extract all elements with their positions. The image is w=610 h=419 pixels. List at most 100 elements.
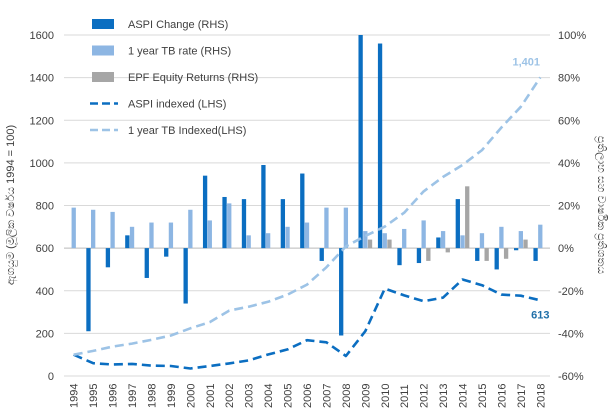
x-tick-label: 2006 (302, 384, 314, 408)
left-tick-label: 600 (36, 243, 54, 255)
bar-aspi-change-rhs (202, 175, 208, 249)
data-labels: 1,401 613 (513, 56, 550, 321)
lines (73, 76, 542, 370)
bar-epf-equity-returns-rhs (426, 248, 431, 261)
bar-1-year-tb-rate-rhs (149, 222, 154, 249)
bar-1-year-tb-rate-rhs (479, 233, 485, 249)
legend-label: ASPI indexed (LHS) (128, 99, 226, 111)
x-tick-label: 1994 (69, 384, 81, 408)
bar-aspi-change-rhs (377, 43, 383, 249)
bar-1-year-tb-rate-rhs (440, 231, 446, 249)
bar-1-year-tb-rate-rhs (304, 222, 310, 249)
bar-1-year-tb-rate-rhs (207, 220, 212, 249)
bar-1-year-tb-rate-rhs (227, 203, 232, 249)
right-tick-label: 100% (558, 30, 586, 42)
legend-swatch (92, 45, 114, 56)
x-tick-label: 2005 (283, 384, 295, 408)
bar-aspi-change-rhs (358, 35, 363, 249)
x-tick-label: 2010 (380, 384, 392, 408)
bar-aspi-change-rhs (397, 248, 402, 266)
bar-epf-equity-returns-rhs (465, 186, 470, 249)
gridlines (64, 34, 550, 377)
legend-label: 1 year TB Indexed(LHS) (128, 125, 246, 137)
right-axis-title: ප්‍රතිලාභ සහ වාර්ෂික ප්‍රතිශතය (594, 136, 608, 275)
x-tick-label: 2007 (321, 384, 333, 408)
x-tick-label: 2015 (477, 384, 489, 408)
bar-1-year-tb-rate-rhs (499, 226, 504, 249)
bar-aspi-change-rhs (105, 248, 111, 268)
bar-1-year-tb-rate-rhs (246, 235, 251, 249)
bar-1-year-tb-rate-rhs (324, 207, 329, 249)
bar-aspi-change-rhs (416, 248, 422, 264)
x-tick-label: 2001 (205, 384, 217, 408)
bar-1-year-tb-rate-rhs (343, 207, 349, 249)
bar-1-year-tb-rate-rhs (168, 222, 174, 249)
bar-aspi-change-rhs (86, 248, 91, 332)
x-tick-label: 1999 (166, 384, 178, 408)
bar-1-year-tb-rate-rhs (91, 209, 96, 249)
axes: 0 200 400 600 800 1000 1200 1400 1600 -60% -40% -20… (4, 30, 608, 408)
bar-1-year-tb-rate-rhs (402, 228, 407, 249)
bar-epf-equity-returns-rhs (503, 248, 509, 259)
x-tick-label: 2012 (419, 384, 431, 408)
bar-1-year-tb-rate-rhs (538, 224, 543, 249)
right-tick-label: 40% (558, 158, 580, 170)
x-tick-label: 2013 (438, 384, 450, 408)
x-tick-label: 2018 (535, 384, 547, 408)
data-label-1-year-tb-indexed-lhs: 1,401 (513, 56, 541, 68)
bar-epf-equity-returns-rhs (367, 239, 373, 249)
left-tick-label: 0 (48, 371, 54, 383)
legend: ASPI Change (RHS) 1 year TB rate (RHS) EPF… (90, 19, 258, 137)
x-tick-label: 2009 (360, 384, 372, 408)
right-tick-label: 20% (558, 201, 580, 213)
bar-aspi-change-rhs (280, 199, 286, 249)
bar-1-year-tb-rate-rhs (363, 231, 368, 249)
right-tick-label: -60% (558, 371, 584, 383)
x-tick-label: 2004 (263, 384, 275, 408)
bar-1-year-tb-rate-rhs (265, 233, 271, 249)
bar-aspi-change-rhs (319, 248, 324, 261)
x-tick-label: 2011 (399, 384, 411, 408)
left-tick-label: 800 (36, 201, 54, 213)
x-tick-label: 2000 (185, 384, 197, 408)
x-tick-label: 1996 (108, 384, 120, 408)
bar-1-year-tb-rate-rhs (110, 211, 115, 249)
bar-1-year-tb-rate-rhs (285, 226, 290, 249)
legend-label: ASPI Change (RHS) (128, 19, 228, 31)
bar-aspi-change-rhs (164, 248, 169, 257)
left-tick-label: 1600 (30, 30, 54, 42)
bar-1-year-tb-rate-rhs (188, 209, 193, 249)
x-tick-label: 2008 (341, 384, 353, 408)
bar-1-year-tb-rate-rhs (382, 233, 387, 249)
bar-1-year-tb-rate-rhs (71, 207, 76, 249)
line-1-year-tb-indexed-lhs (73, 76, 542, 356)
legend-swatch (92, 72, 114, 82)
left-tick-label: 1000 (30, 158, 54, 170)
right-tick-label: 80% (558, 73, 580, 85)
bar-1-year-tb-rate-rhs (129, 226, 135, 249)
x-tick-label: 2003 (244, 384, 256, 408)
bar-epf-equity-returns-rhs (387, 239, 392, 249)
bar-aspi-change-rhs (455, 199, 460, 249)
right-tick-label: -20% (558, 286, 584, 298)
left-tick-label: 200 (36, 328, 54, 340)
bar-1-year-tb-rate-rhs (421, 220, 426, 249)
bars (71, 35, 543, 336)
left-axis-title: ඇගයුම (මූලික වර්ෂය 1994 = 100) (4, 125, 18, 285)
bar-aspi-change-rhs (494, 248, 499, 270)
right-tick-label: 60% (558, 115, 580, 127)
x-tick-label: 2016 (496, 384, 508, 408)
right-tick-label: -40% (558, 328, 584, 340)
legend-swatch (92, 19, 114, 29)
bar-epf-equity-returns-rhs (484, 248, 489, 261)
bar-aspi-change-rhs (533, 248, 538, 261)
bar-aspi-change-rhs (339, 248, 344, 336)
x-tick-label: 2014 (458, 384, 470, 408)
bar-aspi-change-rhs (144, 248, 149, 278)
legend-label: EPF Equity Returns (RHS) (128, 72, 258, 84)
left-tick-label: 1200 (30, 115, 54, 127)
right-tick-label: 0% (558, 243, 574, 255)
bar-aspi-change-rhs (436, 237, 441, 249)
left-tick-label: 400 (36, 286, 54, 298)
